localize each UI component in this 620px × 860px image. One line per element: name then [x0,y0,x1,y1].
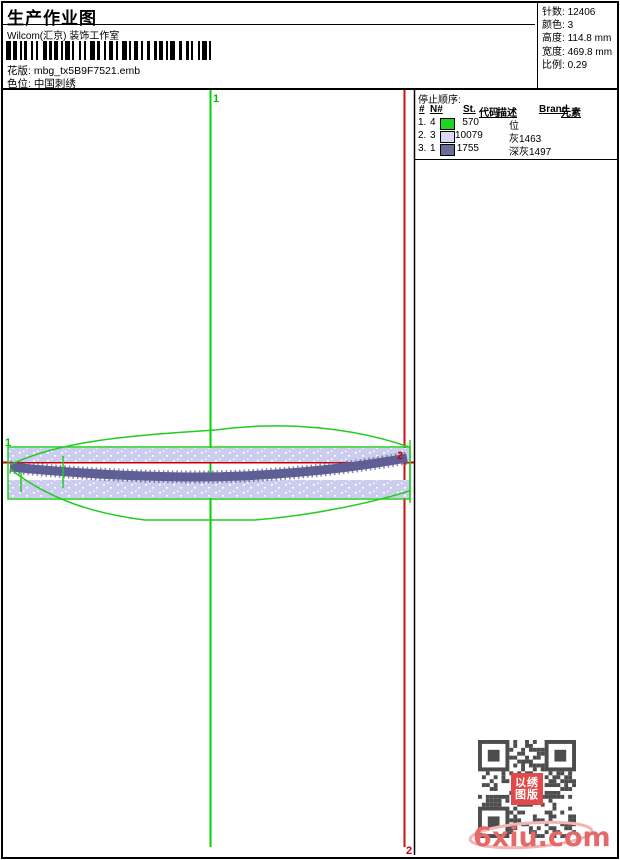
watermark-text: 6xiu.com [473,822,611,853]
title-divider [3,24,535,25]
col-stitches: St. [463,104,476,115]
col-description: 描述 [497,108,517,119]
studio-name: Wilcom(汇京) 装饰工作室 [7,31,120,42]
stat-height: 高度: 114.8 mm [542,33,612,45]
design-stats-panel: 针数: 12406 颜色: 3 高度: 114.8 mm 宽度: 469.8 m… [537,3,617,88]
stat-stitches: 针数: 12406 [542,7,596,18]
stat-width: 宽度: 469.8 mm [542,46,613,58]
qr-code: 以绣 图版 [478,740,576,838]
col-element: 元素 [561,108,581,119]
marker-end-design: 2 [397,450,403,462]
design-barcode [6,41,216,60]
col-brand: Brand [539,104,568,115]
marker-start-top: 1 [213,93,219,105]
color-swatch-green [440,118,455,130]
color-swatch-lavender [440,131,455,143]
col-seq: # [419,104,425,115]
colorway-label: 色位: [7,78,31,90]
stat-colors: 颜色: 3 [542,20,574,32]
header: 生产作业图 Wilcom(汇京) 装饰工作室 花版: mbg_tx5B9F752… [3,3,617,90]
pattern-label: 花版: [7,65,31,77]
stat-scale: 比例: 0.29 [542,59,588,71]
col-needle: N# [430,104,443,115]
marker-start-design: 1 [5,437,11,449]
page-title: 生产作业图 [7,9,97,28]
stop-row-1: 1. 4 570 位 [418,117,519,132]
design-drawing: 1 1 2 2 [3,90,416,855]
stop-sequence-table: 停止顺序: # N# St. 代码 描述 Brand 元素 1. 4 570 位… [415,90,617,160]
watermark-swoosh [468,820,594,850]
red-seal-stamp: 以绣 图版 [511,773,543,805]
color-swatch-darkgray [440,144,455,156]
design-canvas: 1 1 2 2 停止顺序: # N# St. 代码 描述 Brand 元素 1.… [3,90,617,855]
watermark: 6xiu.com [468,820,611,856]
colorway-value: 中国刺绣 [33,78,76,90]
embroidery-design [7,425,411,521]
stop-row-3: 3. 1 1755 深灰1497 [418,143,552,158]
stop-row-2: 2. 3 10079 灰1463 [418,130,542,145]
stop-table-title: 停止顺序: [418,95,461,106]
marker-end-bottom: 2 [406,845,412,855]
pattern-value: mbg_tx5B9F7521.emb [33,65,141,77]
pattern-file-line: 花版: mbg_tx5B9F7521.emb [7,63,140,78]
colorway-line: 色位: 中国刺绣 [7,76,76,91]
col-code: 代码 [479,108,499,119]
